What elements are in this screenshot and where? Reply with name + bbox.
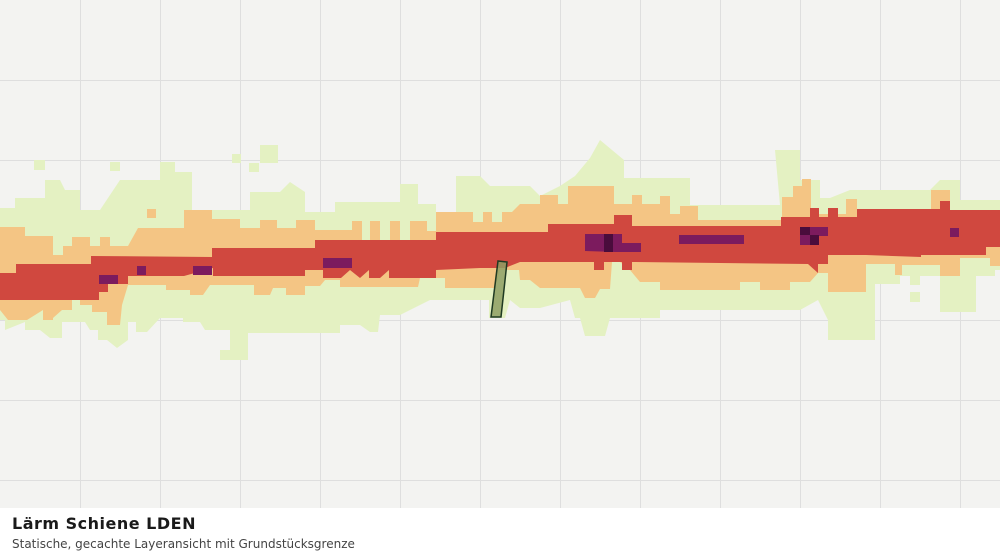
tile-grid [0, 0, 1000, 508]
parcel-boundary [490, 260, 508, 318]
layer-title: Lärm Schiene LDEN [12, 514, 196, 533]
layer-subtitle: Statische, gecachte Layeransicht mit Gru… [12, 537, 355, 551]
map-canvas [0, 0, 1000, 508]
caption-panel: Lärm Schiene LDEN Statische, gecachte La… [0, 508, 1000, 560]
noise-zone-high [0, 201, 1000, 300]
noise-zone-extreme [604, 227, 819, 252]
